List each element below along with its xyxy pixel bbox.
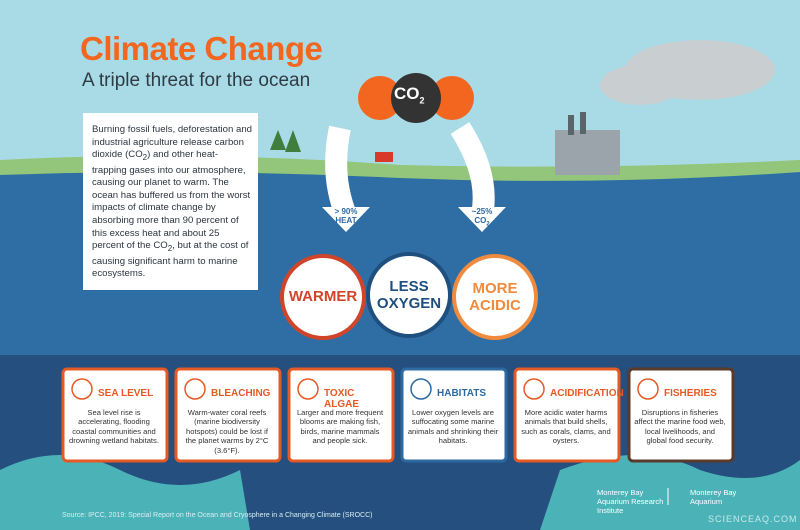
card-body: Lower oxygen levels are suffocating some… (407, 408, 499, 446)
card-title: FISHERIES (664, 388, 717, 399)
co2-label: CO2 (394, 84, 425, 105)
intro-part: , but at the cost of causing significant… (92, 240, 249, 280)
threat-label: LESS OXYGEN (376, 278, 442, 312)
card: BLEACHING Warm-water coral reefs (marine … (177, 368, 275, 458)
card-title: TOXIC ALGAE (324, 388, 359, 410)
arrow-text: HEAT (335, 216, 357, 225)
card-body: More acidic water harms animals that bui… (521, 408, 611, 446)
arrow-label: > 90% HEAT (321, 207, 371, 225)
intro-sub: 2 (167, 244, 173, 254)
intro-sub: 2 (142, 153, 148, 163)
arrow-amount: > 90% (334, 207, 358, 216)
title: Climate Change (80, 30, 323, 67)
card-body: Warm-water coral reefs (marine biodivers… (185, 408, 269, 455)
card: ACIDIFICATION More acidic water harms ani… (516, 368, 623, 458)
intro-part: ) and other heat-trapping gases into our… (92, 149, 251, 252)
card-body: Larger and more frequent blooms are maki… (296, 408, 384, 446)
card-title: BLEACHING (211, 388, 271, 399)
arrow-label: ~25% CO2 (457, 207, 507, 230)
arrow-amount: ~25% (471, 207, 493, 216)
arrow-sub: 2 (486, 221, 490, 228)
source: Source: IPCC, 2019: Special Report on th… (62, 512, 373, 519)
intro-text: Burning fossil fuels, deforestation and … (92, 124, 252, 281)
card: TOXIC ALGAE Larger and more frequent bloo… (290, 368, 388, 458)
card-body: Sea level rise is accelerating, flooding… (69, 408, 159, 446)
threat-label: MORE ACIDIC (469, 280, 521, 314)
card: SEA LEVEL Sea level rise is accelerating,… (64, 368, 162, 458)
card: FISHERIES Disruptions in fisheries affect… (630, 368, 728, 458)
watermark: SCIENCEAQ.COM (708, 514, 798, 524)
card-body: Disruptions in fisheries affect the mari… (634, 408, 726, 446)
card-title: SEA LEVEL (98, 388, 154, 399)
threat-label: WARMER (288, 288, 358, 305)
subtitle: A triple threat for the ocean (82, 70, 311, 91)
logo-mba: Monterey Bay Aquarium (690, 488, 737, 506)
arrow-text: CO (474, 216, 487, 225)
card-title: HABITATS (437, 388, 487, 399)
card-title: ACIDIFICATION (550, 388, 624, 399)
card: HABITATS Lower oxygen levels are suffocat… (403, 368, 501, 458)
co2-text: CO (394, 84, 420, 103)
co2-sub: 2 (419, 95, 425, 106)
logo-mbari: Monterey Bay Aquarium Research Institute (597, 488, 664, 515)
intro-part: Burning fossil fuels, deforestation and … (92, 124, 252, 161)
